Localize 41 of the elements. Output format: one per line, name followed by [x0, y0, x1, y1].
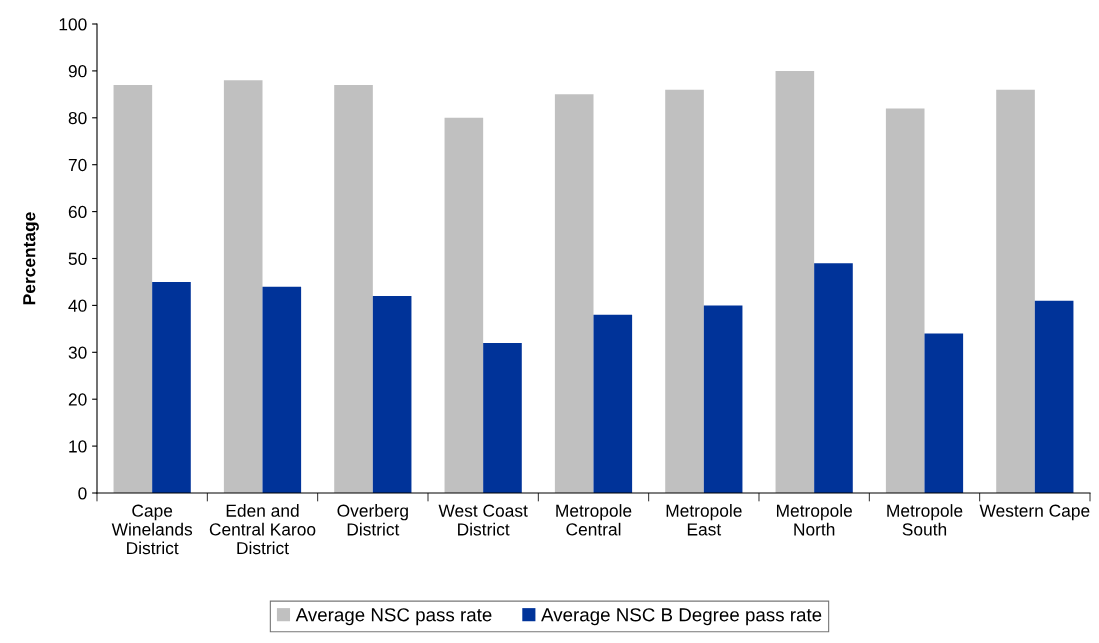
- x-tick-label: West Coast District: [438, 504, 528, 536]
- y-tick-label: 20: [68, 393, 87, 406]
- x-tick-label: Metropole South: [887, 504, 963, 536]
- y-tick-label: 50: [68, 252, 87, 265]
- bar: [1034, 300, 1074, 493]
- bar: [665, 89, 704, 493]
- x-tick-label: Western Cape: [979, 504, 1090, 521]
- y-tick-label: 0: [78, 487, 87, 500]
- bar: [372, 296, 412, 493]
- y-tick-label: 100: [59, 18, 87, 31]
- bar: [483, 342, 522, 493]
- bar: [444, 117, 484, 493]
- bar: [703, 305, 743, 493]
- y-tick-label: 60: [68, 205, 87, 219]
- bar: [554, 94, 594, 493]
- bar: [814, 263, 853, 493]
- y-tick-label: 30: [68, 346, 87, 359]
- bar: [885, 108, 925, 493]
- x-tick-label: Cape Winelands District: [111, 504, 193, 555]
- x-tick-label: Metropole North: [776, 504, 852, 536]
- bar: [223, 80, 263, 493]
- x-tick-label: Overberg District: [337, 504, 408, 536]
- bar: [334, 84, 373, 493]
- bar: [152, 281, 191, 493]
- bar: [996, 89, 1035, 493]
- bar: [775, 70, 815, 493]
- legend-label: Average NSC pass rate: [295, 608, 492, 626]
- x-tick-label: Metropole East: [666, 504, 742, 536]
- x-tick-label: Eden and Central Karoo District: [209, 504, 316, 555]
- legend-label: Average NSC B Degree pass rate: [541, 608, 822, 626]
- bar: [262, 286, 302, 493]
- y-tick-label: 70: [68, 158, 87, 172]
- bar: [113, 84, 153, 493]
- bar: [593, 314, 633, 493]
- y-tick-label: 80: [68, 111, 87, 125]
- y-tick-label: 10: [69, 440, 87, 453]
- y-tick-label: 40: [68, 299, 87, 312]
- bar: [924, 333, 964, 493]
- y-axis-title: Percentage: [23, 212, 39, 305]
- x-tick-label: Metropole Central: [556, 504, 632, 536]
- y-tick-label: 90: [68, 65, 87, 78]
